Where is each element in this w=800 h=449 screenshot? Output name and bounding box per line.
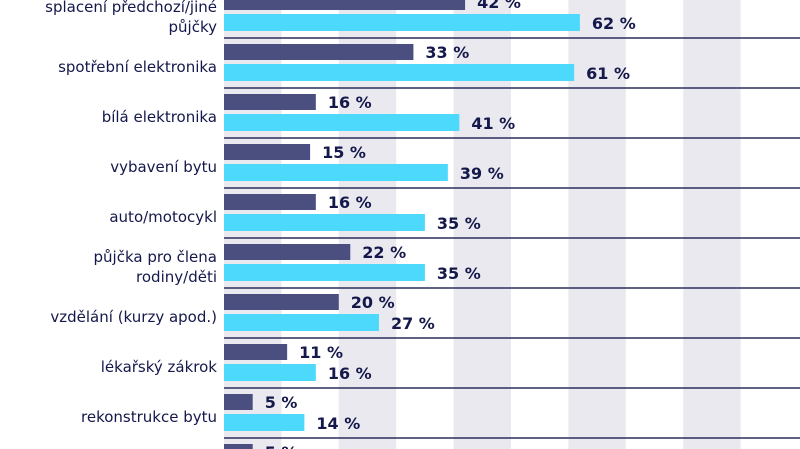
bar-series2 — [224, 164, 448, 181]
data-label: 16 % — [328, 193, 372, 212]
data-label: 22 % — [362, 243, 406, 262]
bar-series1 — [224, 194, 316, 210]
data-label: 39 % — [460, 164, 504, 183]
category-label: auto/motocykl — [109, 208, 217, 226]
bar-series1 — [224, 444, 253, 449]
bar-series2 — [224, 114, 460, 131]
bar-series2 — [224, 414, 305, 431]
category-label: vybavení bytu — [110, 158, 217, 176]
bar-series1 — [224, 294, 339, 310]
category-label: lékařský zákrok — [101, 358, 218, 376]
data-label: 5 % — [265, 443, 298, 449]
bar-series1 — [224, 0, 466, 10]
bar-series1 — [224, 144, 311, 160]
bar-series1 — [224, 394, 253, 410]
data-label: 16 % — [328, 364, 372, 383]
bar-series2 — [224, 364, 316, 381]
category-label: bílá elektronika — [102, 108, 217, 126]
category-label: půjčky — [169, 18, 218, 36]
data-label: 27 % — [391, 314, 435, 333]
bar-series1 — [224, 44, 414, 60]
bar-series2 — [224, 214, 425, 231]
category-label: splacení předchozí/jiné — [45, 0, 217, 16]
data-label: 62 % — [592, 14, 636, 33]
bar-series2 — [224, 264, 425, 281]
data-label: 16 % — [328, 93, 372, 112]
grid-band — [683, 0, 741, 449]
category-label: spotřební elektronika — [58, 58, 217, 76]
data-label: 20 % — [351, 293, 395, 312]
data-label: 35 % — [437, 214, 481, 233]
bar-series1 — [224, 344, 288, 360]
data-label: 5 % — [265, 393, 298, 412]
bar-series2 — [224, 64, 575, 81]
bar-series1 — [224, 244, 351, 260]
category-label: vzdělání (kurzy apod.) — [50, 308, 217, 326]
data-label: 35 % — [437, 264, 481, 283]
data-label: 14 % — [316, 414, 360, 433]
grid-band — [568, 0, 626, 449]
category-label: půjčka pro člena — [94, 248, 217, 266]
category-label: rekonstrukce bytu — [81, 408, 217, 426]
data-label: 42 % — [477, 0, 521, 12]
data-label: 33 % — [425, 43, 469, 62]
category-label: rodiny/děti — [136, 268, 217, 286]
bar-series2 — [224, 314, 379, 331]
data-label: 61 % — [586, 64, 630, 83]
data-label: 15 % — [322, 143, 366, 162]
data-label: 11 % — [299, 343, 343, 362]
bar-series2 — [224, 14, 580, 31]
data-label: 41 % — [471, 114, 515, 133]
bar-series1 — [224, 94, 316, 110]
